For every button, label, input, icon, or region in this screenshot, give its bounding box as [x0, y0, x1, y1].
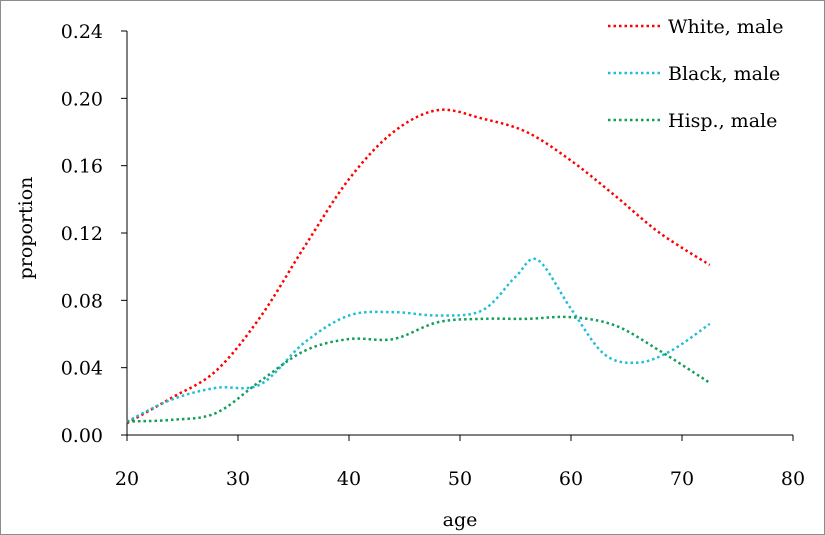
series-line-white-male: [126, 108, 711, 425]
y-tick-label: 0.08: [61, 290, 103, 312]
axes: [126, 31, 793, 436]
x-tick-label: 80: [781, 468, 805, 490]
y-tick-label: 0.24: [61, 21, 103, 43]
y-tick-label: 0.00: [61, 425, 103, 447]
x-axis-ticks: 20 30 40 50 60 70 80: [115, 435, 805, 490]
x-tick-label: 40: [337, 468, 361, 490]
legend-label-white-male: White, male: [668, 16, 783, 38]
series-line-hisp-male: [126, 315, 711, 423]
y-tick-label: 0.12: [61, 223, 103, 245]
legend: White, male Black, male Hisp., male: [608, 16, 783, 132]
y-axis-title: proportion: [15, 177, 37, 280]
x-tick-label: 30: [226, 468, 250, 490]
legend-label-black-male: Black, male: [668, 63, 780, 85]
y-tick-label: 0.20: [61, 88, 103, 110]
x-tick-label: 50: [448, 468, 472, 490]
legend-label-hisp-male: Hisp., male: [668, 110, 777, 132]
x-axis-title: age: [443, 509, 478, 531]
y-axis-ticks: 0.00 0.04 0.08 0.12 0.16 0.20 0.24: [61, 21, 127, 447]
x-tick-label: 70: [670, 468, 694, 490]
series-line-black-male: [126, 257, 711, 423]
x-tick-label: 60: [559, 468, 583, 490]
y-tick-label: 0.04: [61, 358, 103, 380]
x-tick-label: 20: [115, 468, 139, 490]
series-layer: [126, 108, 711, 425]
y-tick-label: 0.16: [61, 156, 103, 178]
